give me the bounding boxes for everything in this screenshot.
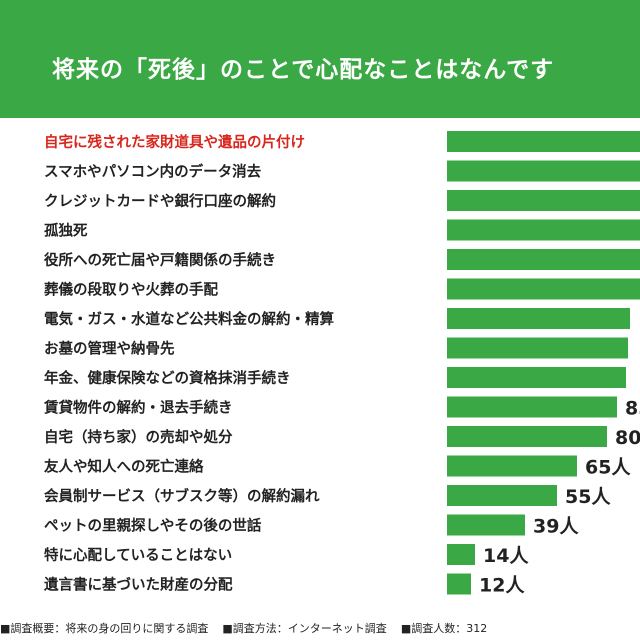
category-label-2: クレジットカードや銀行口座の解約 xyxy=(44,192,276,210)
category-label-3: 孤独死 xyxy=(44,222,88,240)
survey-footer: ■調査概要：将来の身の回りに関する調査 ■調査方法：インターネット調査 ■調査人数：… xyxy=(0,618,640,640)
bar-13 xyxy=(447,514,525,536)
title-banner: 将来の「死後」のことで心配なことはなんです xyxy=(0,0,640,118)
category-label-11: 友人や知人への死亡連絡 xyxy=(44,458,204,476)
bar-6 xyxy=(447,308,630,329)
value-label-9: 85人 xyxy=(625,398,640,420)
bar-8 xyxy=(447,367,626,388)
bar-5 xyxy=(447,278,640,300)
value-label-15: 12人 xyxy=(479,575,525,597)
value-label-13: 39人 xyxy=(533,516,579,538)
bar-chart: 自宅に残された家財道具や遺品の片付けスマホやパソコン内のデータ消去クレジットカー… xyxy=(43,131,640,597)
bar-10 xyxy=(447,426,607,447)
bar-14 xyxy=(447,544,475,565)
bar-7 xyxy=(447,337,628,359)
bar-12 xyxy=(447,485,557,506)
bar-15 xyxy=(447,573,471,595)
category-label-6: 電気・ガス・水道など公共料金の解約・精算 xyxy=(44,310,334,328)
category-label-10: 自宅（持ち家）の売却や処分 xyxy=(44,428,233,446)
category-label-8: 年金、健康保険などの資格抹消手続き xyxy=(44,369,291,387)
bar-1 xyxy=(447,160,640,182)
value-label-11: 65人 xyxy=(585,457,631,479)
footer-item-0: ■調査概要：将来の身の回りに関する調査 xyxy=(0,622,209,635)
category-label-1: スマホやパソコン内のデータ消去 xyxy=(44,163,262,181)
category-label-13: ペットの里親探しやその後の世話 xyxy=(44,517,262,535)
category-label-9: 賃貸物件の解約・退去手続き xyxy=(43,399,233,417)
bar-9 xyxy=(447,396,617,418)
bar-0 xyxy=(447,131,640,152)
value-label-14: 14人 xyxy=(483,545,529,567)
value-label-10: 80人 xyxy=(615,427,640,449)
category-label-4: 役所への死亡届や戸籍関係の手続き xyxy=(44,251,276,269)
category-label-15: 遺言書に基づいた財産の分配 xyxy=(44,576,233,594)
category-label-0: 自宅に残された家財道具や遺品の片付け xyxy=(44,133,305,151)
category-label-7: お墓の管理や納骨先 xyxy=(44,340,175,358)
category-label-5: 葬儀の段取りや火葬の手配 xyxy=(44,281,218,299)
footer-item-1: ■調査方法：インターネット調査 xyxy=(222,622,387,635)
value-label-12: 55人 xyxy=(565,486,611,508)
footer-item-2: ■調査人数：312 xyxy=(400,622,488,635)
chart-title: 将来の「死後」のことで心配なことはなんです xyxy=(52,57,555,83)
bar-11 xyxy=(447,455,577,477)
bar-3 xyxy=(447,219,640,241)
category-label-12: 会員制サービス（サブスク等）の解約漏れ xyxy=(44,487,320,505)
bar-2 xyxy=(447,190,640,211)
category-label-14: 特に心配していることはない xyxy=(44,546,232,564)
bar-4 xyxy=(447,249,640,270)
